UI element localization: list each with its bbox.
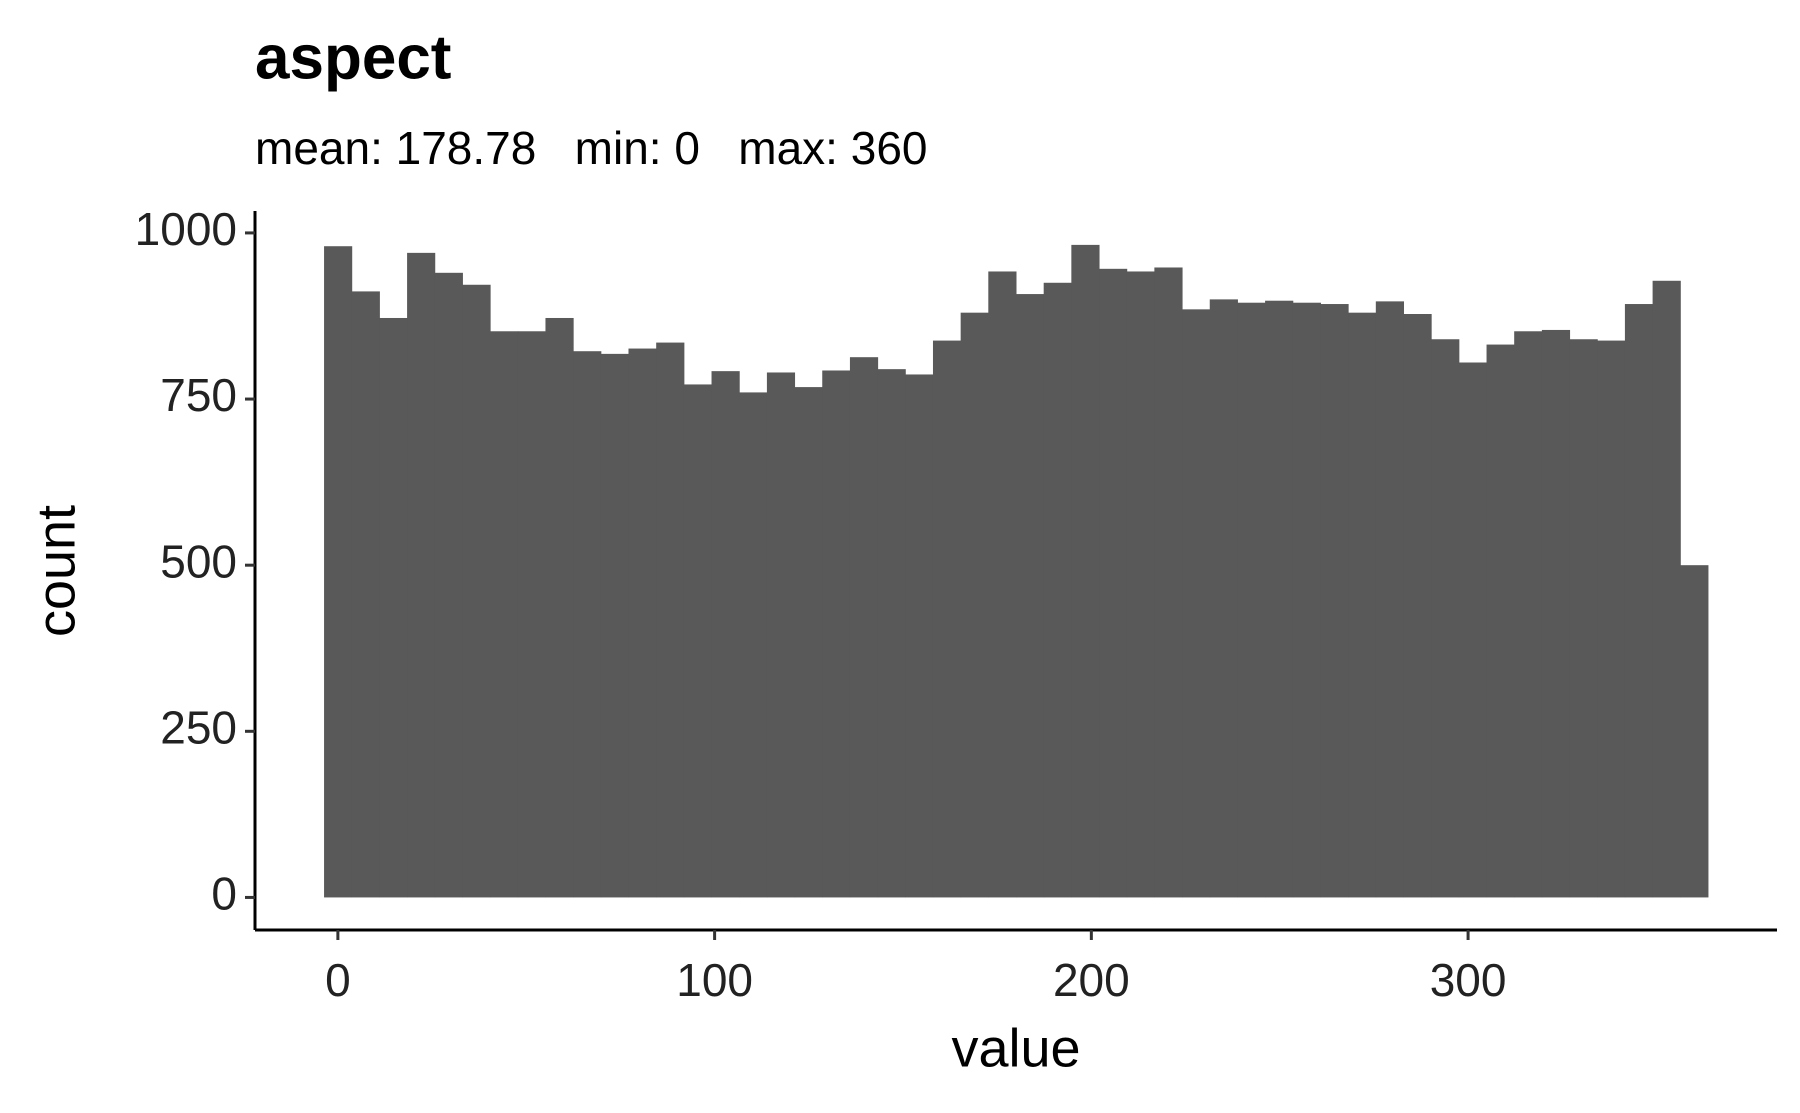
y-axis-title: count (26, 505, 86, 637)
bar (1431, 339, 1460, 898)
bar (1652, 280, 1681, 898)
bar (905, 374, 934, 898)
x-tick-label: 0 (325, 954, 351, 1006)
bar (1126, 271, 1155, 898)
bar (877, 369, 906, 898)
bar (1154, 267, 1183, 898)
bar (1237, 302, 1266, 898)
bar (628, 348, 657, 898)
y-tick-label: 750 (160, 369, 237, 421)
x-tick-label: 200 (1053, 954, 1130, 1006)
bar (960, 312, 989, 898)
bar (1016, 294, 1045, 898)
bar (1541, 329, 1571, 898)
bar (1569, 339, 1598, 898)
bar (324, 246, 353, 898)
bar (379, 317, 408, 898)
bar (1403, 313, 1432, 898)
bar (683, 384, 713, 898)
bar (849, 357, 879, 898)
bar (794, 387, 823, 898)
bar (434, 272, 463, 898)
bar (545, 317, 574, 898)
bar (1209, 299, 1238, 898)
bar (988, 271, 1017, 898)
bar (1375, 301, 1405, 898)
bar (517, 331, 546, 898)
bar (1624, 304, 1654, 898)
bar (711, 371, 740, 898)
bar (1458, 362, 1488, 898)
bar (1486, 344, 1515, 898)
bar (1320, 304, 1349, 898)
x-tick-label: 300 (1430, 954, 1507, 1006)
chart-title: aspect (255, 23, 451, 92)
y-tick-label: 0 (211, 868, 237, 920)
y-tick-label: 500 (160, 535, 237, 587)
bar (822, 370, 851, 898)
bar (1099, 268, 1128, 898)
bar (766, 372, 796, 898)
bar (462, 284, 491, 898)
bar (1680, 565, 1709, 898)
x-tick-label: 100 (676, 954, 753, 1006)
bar (351, 291, 380, 898)
bar (1514, 331, 1543, 898)
bar (1043, 282, 1072, 898)
chart-subtitle: mean: 178.78 min: 0 max: 360 (255, 122, 927, 174)
bar (407, 252, 436, 898)
bar (490, 331, 519, 898)
bar (573, 351, 602, 898)
bar (1071, 244, 1100, 898)
y-tick-label: 1000 (135, 203, 237, 255)
y-tick-label: 250 (160, 701, 237, 753)
bar (932, 340, 962, 898)
x-axis-title: value (951, 1018, 1080, 1078)
bar (1265, 300, 1294, 898)
bar (1292, 302, 1321, 898)
bar (1348, 312, 1377, 898)
bar (656, 342, 685, 898)
bar (739, 392, 768, 898)
bar (1597, 340, 1626, 898)
bar (1182, 309, 1211, 898)
bar (600, 353, 629, 898)
